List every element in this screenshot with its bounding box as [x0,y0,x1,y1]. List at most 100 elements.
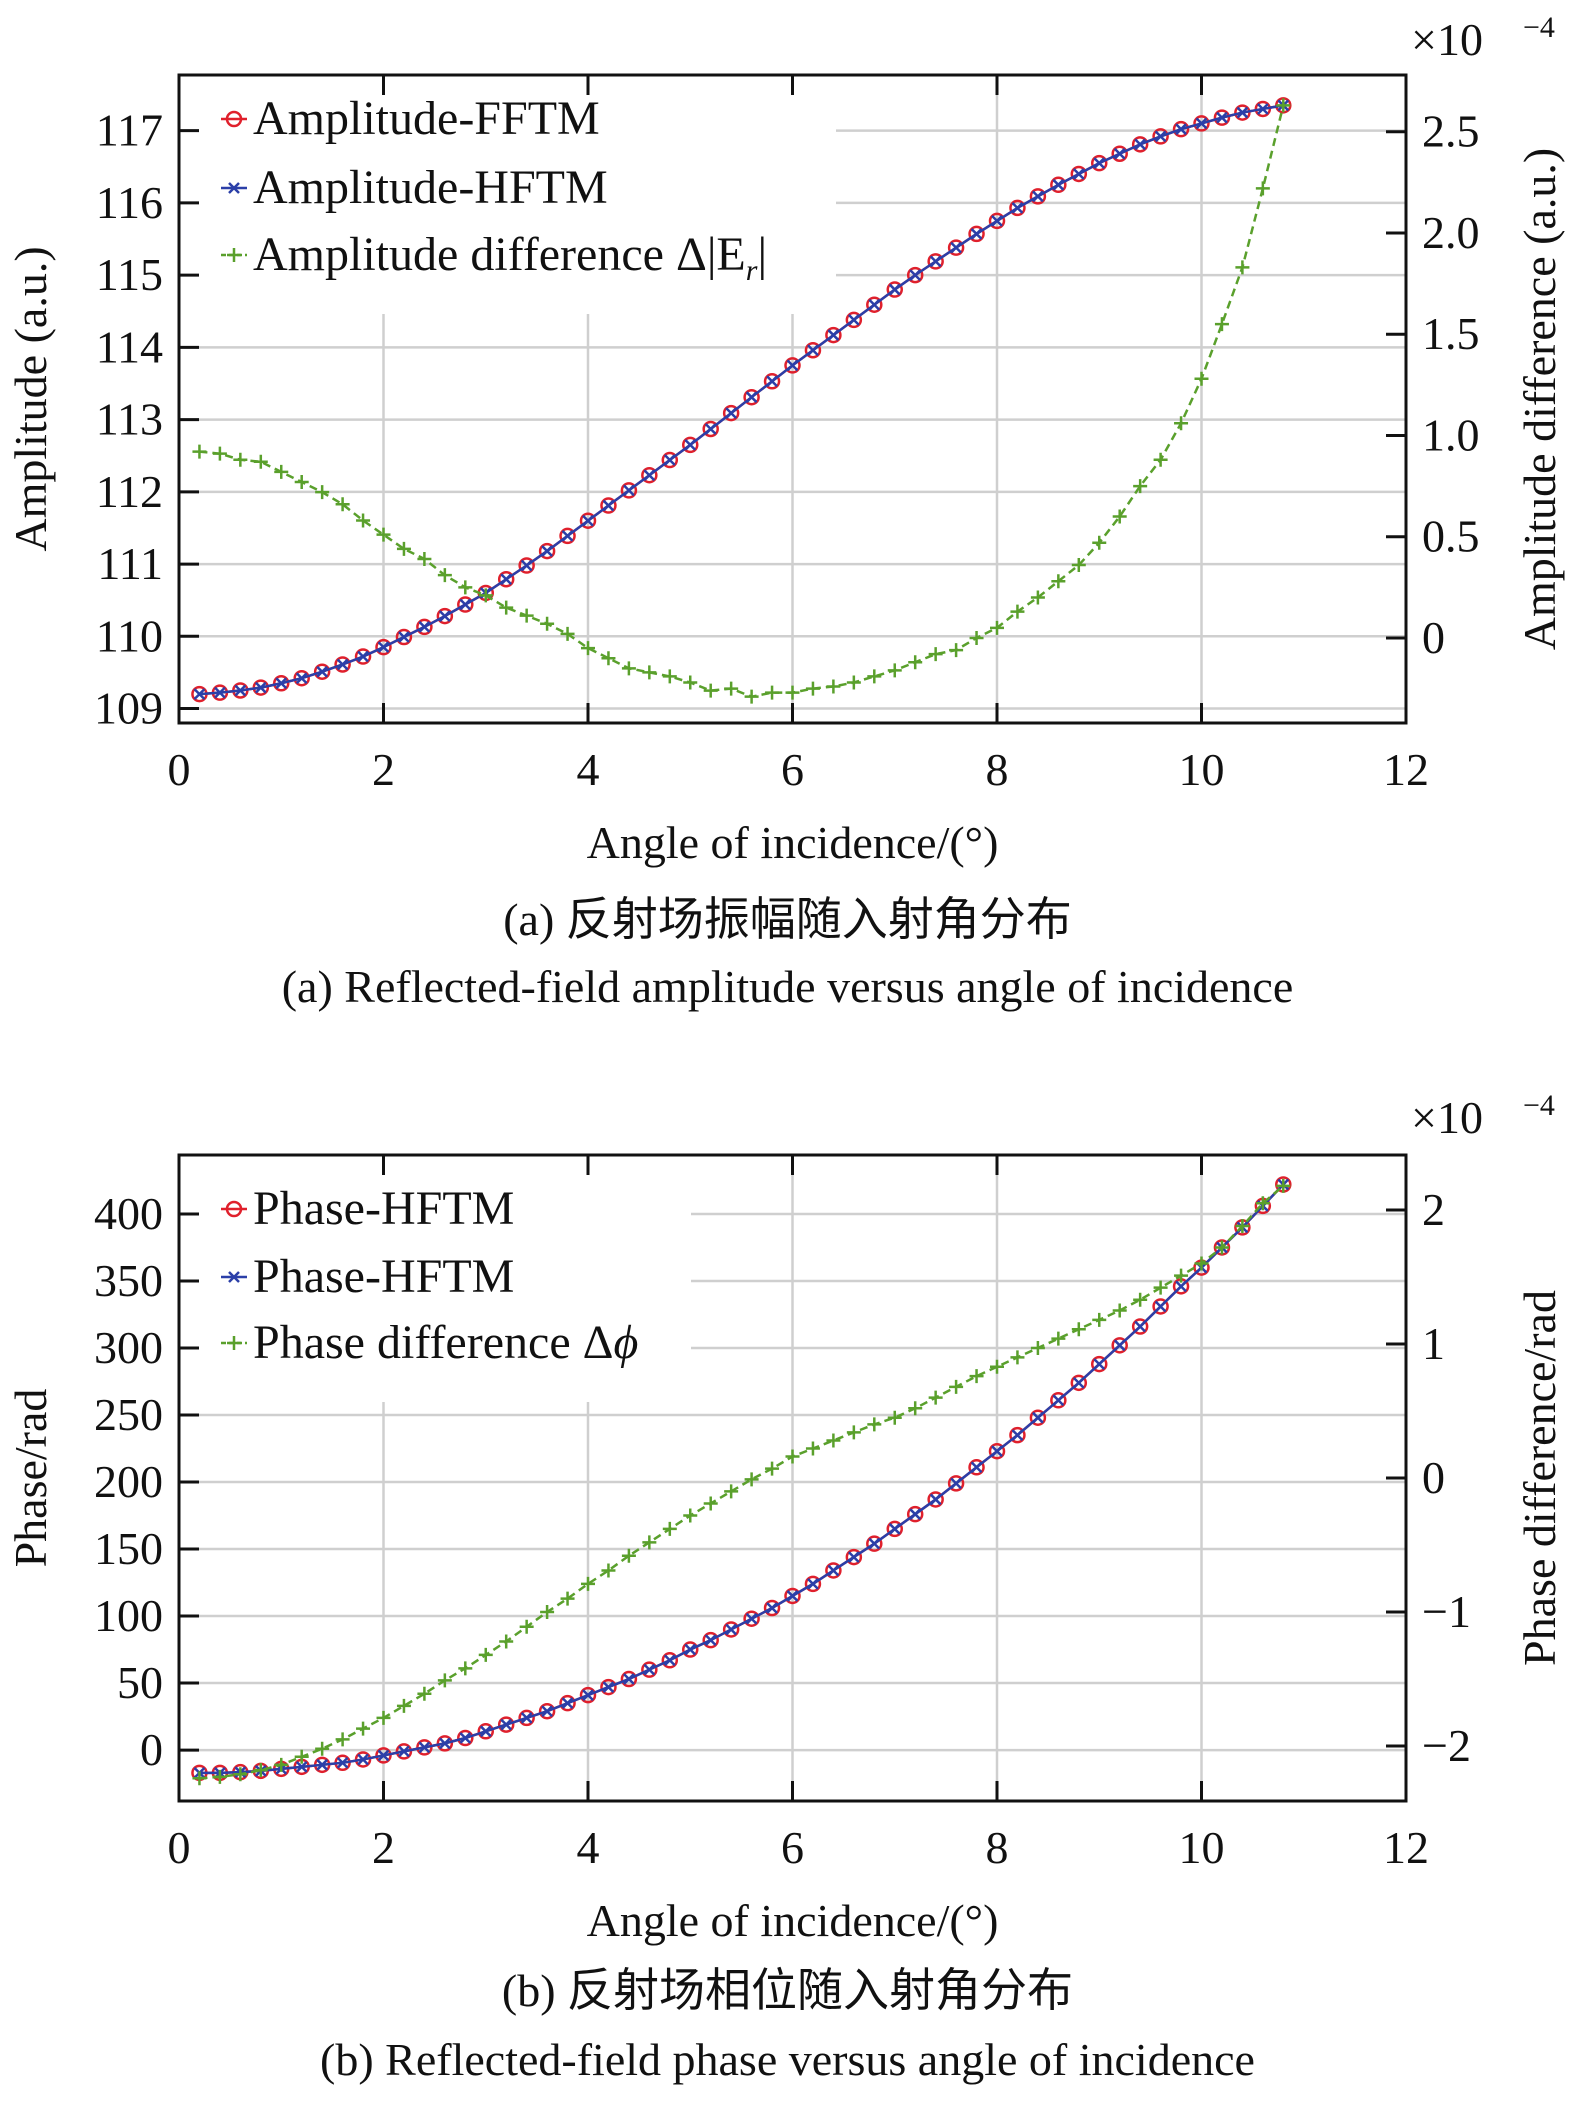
data-point-x [1011,202,1024,214]
data-point-x [234,684,247,697]
data-point-x [1216,111,1228,124]
data-point-plus [724,1484,739,1499]
data-point-circle [1091,154,1108,172]
data-point-plus [949,1379,964,1394]
data-point-x [316,665,329,678]
x-axis-label: Angle of incidence/(°) [587,1895,999,1946]
data-point-circle [722,1621,740,1638]
data-point-x [541,1705,553,1718]
data-point-plus [274,1757,289,1772]
data-point-plus [581,641,595,656]
y-left-tick-label: 117 [96,105,163,156]
data-point-x [663,1654,676,1667]
data-point-x [643,469,656,482]
legend-item: Amplitude-HFTM [221,161,608,214]
data-point-plus [1255,181,1270,196]
data-point-plus [499,600,514,615]
data-point-circle [722,404,740,422]
series-line [199,104,1284,696]
y-right-tick-label: 1.0 [1422,409,1480,460]
data-point-plus [724,681,739,696]
x-tick-label: 8 [986,744,1009,795]
legend-item: Phase-HFTM [221,1182,514,1235]
data-point-plus [335,1732,350,1747]
series-phase-hftm [193,1178,1290,1779]
data-point-x [1175,123,1187,136]
data-point-x [684,438,697,451]
data-point-x [254,681,267,694]
data-point-x [214,686,226,699]
x-tick-label: 2 [372,744,395,795]
legend-label-tail: | [757,228,767,281]
data-point-plus [887,1410,902,1425]
data-point-plus [1092,535,1107,550]
data-point-plus [642,665,657,680]
data-point-plus [356,1721,371,1736]
data-point-plus [1071,1322,1086,1337]
data-point-circle [1009,1426,1026,1444]
y-left-tick-label: 200 [94,1456,163,1507]
data-point-circle [375,638,392,656]
data-point-circle [457,1729,474,1747]
data-point-x [1032,1411,1044,1424]
y-left-tick-label: 250 [94,1389,163,1440]
y-left-tick-label: 50 [117,1657,163,1708]
data-point-x [336,1756,349,1769]
data-point-circle [416,1739,433,1756]
data-point-plus [744,1472,759,1487]
data-point-plus [928,647,943,662]
data-point-circle [1131,1318,1149,1335]
data-point-x [377,1749,390,1762]
data-point-plus [253,1763,268,1778]
data-point-x [438,610,451,622]
data-point-plus [969,630,984,645]
data-point-x [643,1663,656,1676]
data-point-circle [1029,188,1047,205]
data-point-circle [641,466,658,484]
data-point-x [888,283,901,296]
data-point-x [1072,1376,1085,1389]
data-point-plus [805,1441,820,1456]
y-right-tick-label: −1 [1422,1586,1471,1637]
data-point-plus [315,1741,330,1756]
y-right-axis-label: Amplitude difference (a.u.) [1514,148,1565,650]
y-right-tick-label: 2.5 [1422,106,1480,157]
data-point-circle [395,1743,413,1760]
data-point-plus [581,1576,595,1591]
data-point-plus [621,661,636,676]
data-point-plus [908,1401,923,1416]
data-point-plus [478,1647,493,1662]
data-point-circle [273,675,290,692]
data-point-x [357,650,369,663]
data-point-x [459,1732,472,1744]
y-right-tick-label: 0.5 [1422,511,1480,562]
data-point-plus [227,1336,241,1350]
data-point-plus [1214,317,1229,332]
legend-background [181,77,836,314]
data-point-x [520,559,533,572]
data-point-circle [497,1716,515,1733]
data-point-plus [437,568,452,583]
data-point-circle [416,618,433,636]
data-point-plus [1276,98,1291,113]
data-point-x [1032,190,1044,203]
series-amplitude-hftm [193,99,1290,700]
data-point-x [275,677,288,690]
data-point-plus [1112,1303,1127,1318]
chart-panel-b: 0 2 4 6 8 10 12050100150200250300350400−2−1012… [5,1089,1565,2085]
data-point-plus [458,1661,473,1676]
data-point-circle [988,1442,1006,1460]
data-point-plus [1235,1219,1250,1234]
y-left-tick-label: 116 [96,177,163,228]
data-point-x [663,454,676,466]
y-left-tick-label: 0 [140,1724,163,1775]
data-point-plus [1030,590,1045,605]
right-axis-exponent: ×10 [1411,1092,1483,1143]
x-tick-label: 6 [781,1822,804,1873]
data-point-plus [1255,1196,1270,1211]
data-point-circle [538,1702,556,1720]
data-point-circle [743,388,760,406]
data-point-plus [846,675,861,690]
data-point-x [561,530,574,542]
